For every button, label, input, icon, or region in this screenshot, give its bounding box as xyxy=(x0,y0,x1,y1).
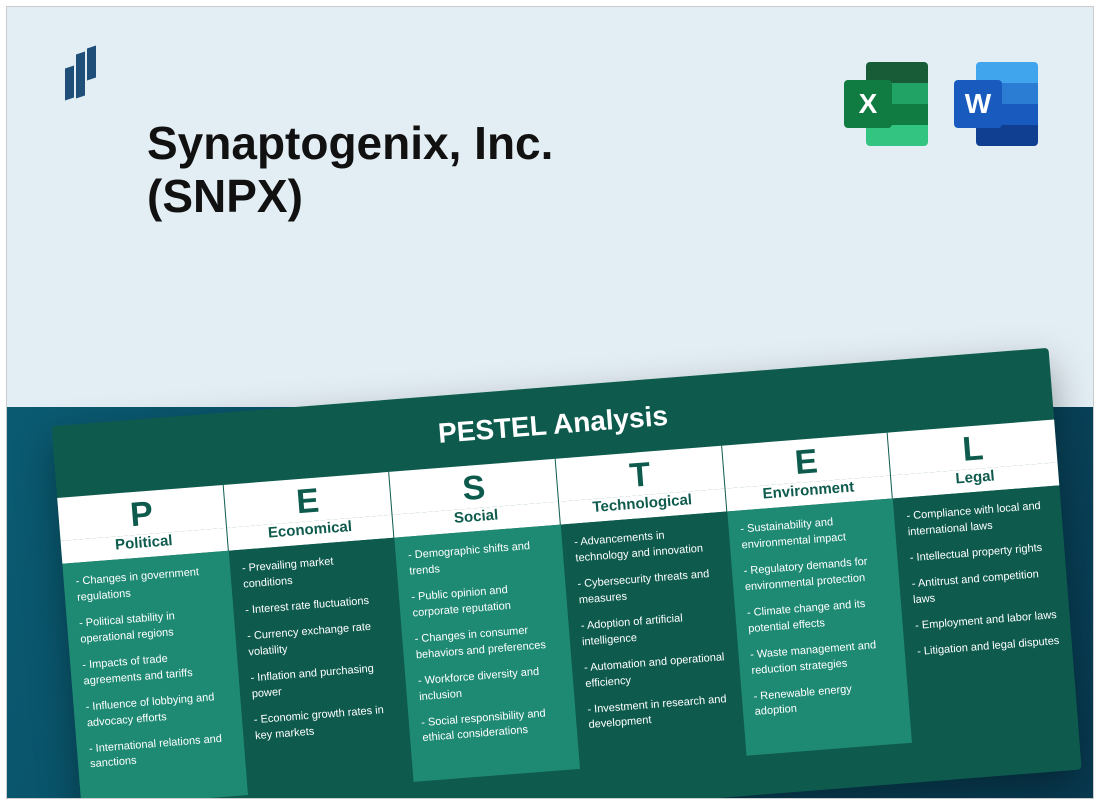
word-icon: W xyxy=(954,62,1038,146)
pestel-item: - Compliance with local and internationa… xyxy=(906,498,1051,541)
pestel-item: - Political stability in operational reg… xyxy=(79,605,224,648)
pestel-column: - Advancements in technology and innovat… xyxy=(561,511,746,769)
pestel-item: - International relations and sanctions xyxy=(88,731,233,774)
pestel-item: - Sustainability and environmental impac… xyxy=(740,511,885,554)
pestel-column: - Demographic shifts and trends- Public … xyxy=(395,525,580,783)
pestel-item: - Renewable energy adoption xyxy=(753,678,898,721)
pestel-column: - Sustainability and environmental impac… xyxy=(727,498,912,756)
pestel-item: - Waste management and reduction strateg… xyxy=(750,637,895,680)
pestel-item: - Workforce diversity and inclusion xyxy=(417,663,562,706)
word-letter: W xyxy=(954,80,1002,128)
pestel-item: - Intellectual property rights xyxy=(909,540,1052,567)
title-line-2: (SNPX) xyxy=(147,170,303,222)
pestel-item: - Prevailing market conditions xyxy=(241,551,386,594)
pestel-item: - Adoption of artificial intelligence xyxy=(580,608,725,651)
pestel-item: - Changes in government regulations xyxy=(75,564,220,607)
file-icons: X W xyxy=(844,62,1038,146)
pestel-item: - Climate change and its potential effec… xyxy=(746,595,891,638)
pestel-item: - Currency exchange rate volatility xyxy=(247,618,392,661)
pestel-item: - Economic growth rates in key markets xyxy=(253,702,398,745)
pestel-item: - Employment and labor laws xyxy=(915,608,1058,635)
pestel-item: - Cybersecurity threats and measures xyxy=(577,566,722,609)
pestel-card: PESTEL Analysis PESTEL PoliticalEconomic… xyxy=(52,348,1082,799)
pestel-item: - Impacts of trade agreements and tariff… xyxy=(82,647,227,690)
pestel-column: - Changes in government regulations- Pol… xyxy=(62,551,247,799)
pestel-item: - Inflation and purchasing power xyxy=(250,660,395,703)
pestel-item: - Changes in consumer behaviors and pref… xyxy=(414,621,559,664)
pestel-item: - Influence of lobbying and advocacy eff… xyxy=(85,689,230,732)
infographic-frame: Synaptogenix, Inc. (SNPX) X W PESTEL Ana… xyxy=(6,6,1094,799)
pestel-item: - Litigation and legal disputes xyxy=(917,633,1060,660)
page-title: Synaptogenix, Inc. (SNPX) xyxy=(147,117,553,223)
pestel-item: - Investment in research and development xyxy=(587,691,732,734)
pestel-item: - Social responsibility and ethical cons… xyxy=(421,704,566,747)
pestel-item: - Interest rate fluctuations xyxy=(245,592,388,619)
header-area: Synaptogenix, Inc. (SNPX) X W xyxy=(7,7,1093,407)
pestel-item: - Automation and operational efficiency xyxy=(584,650,729,693)
excel-icon: X xyxy=(844,62,928,146)
pestel-column: - Compliance with local and internationa… xyxy=(893,485,1078,743)
pestel-item: - Demographic shifts and trends xyxy=(408,537,553,580)
pestel-column: - Prevailing market conditions- Interest… xyxy=(229,538,414,796)
pestel-item: - Antitrust and competition laws xyxy=(911,566,1056,609)
excel-letter: X xyxy=(844,80,892,128)
logo-icon xyxy=(65,47,105,105)
pestel-item: - Regulatory demands for environmental p… xyxy=(743,553,888,596)
pestel-item: - Advancements in technology and innovat… xyxy=(574,524,719,567)
pestel-item: - Public opinion and corporate reputatio… xyxy=(411,579,556,622)
title-line-1: Synaptogenix, Inc. xyxy=(147,117,553,169)
